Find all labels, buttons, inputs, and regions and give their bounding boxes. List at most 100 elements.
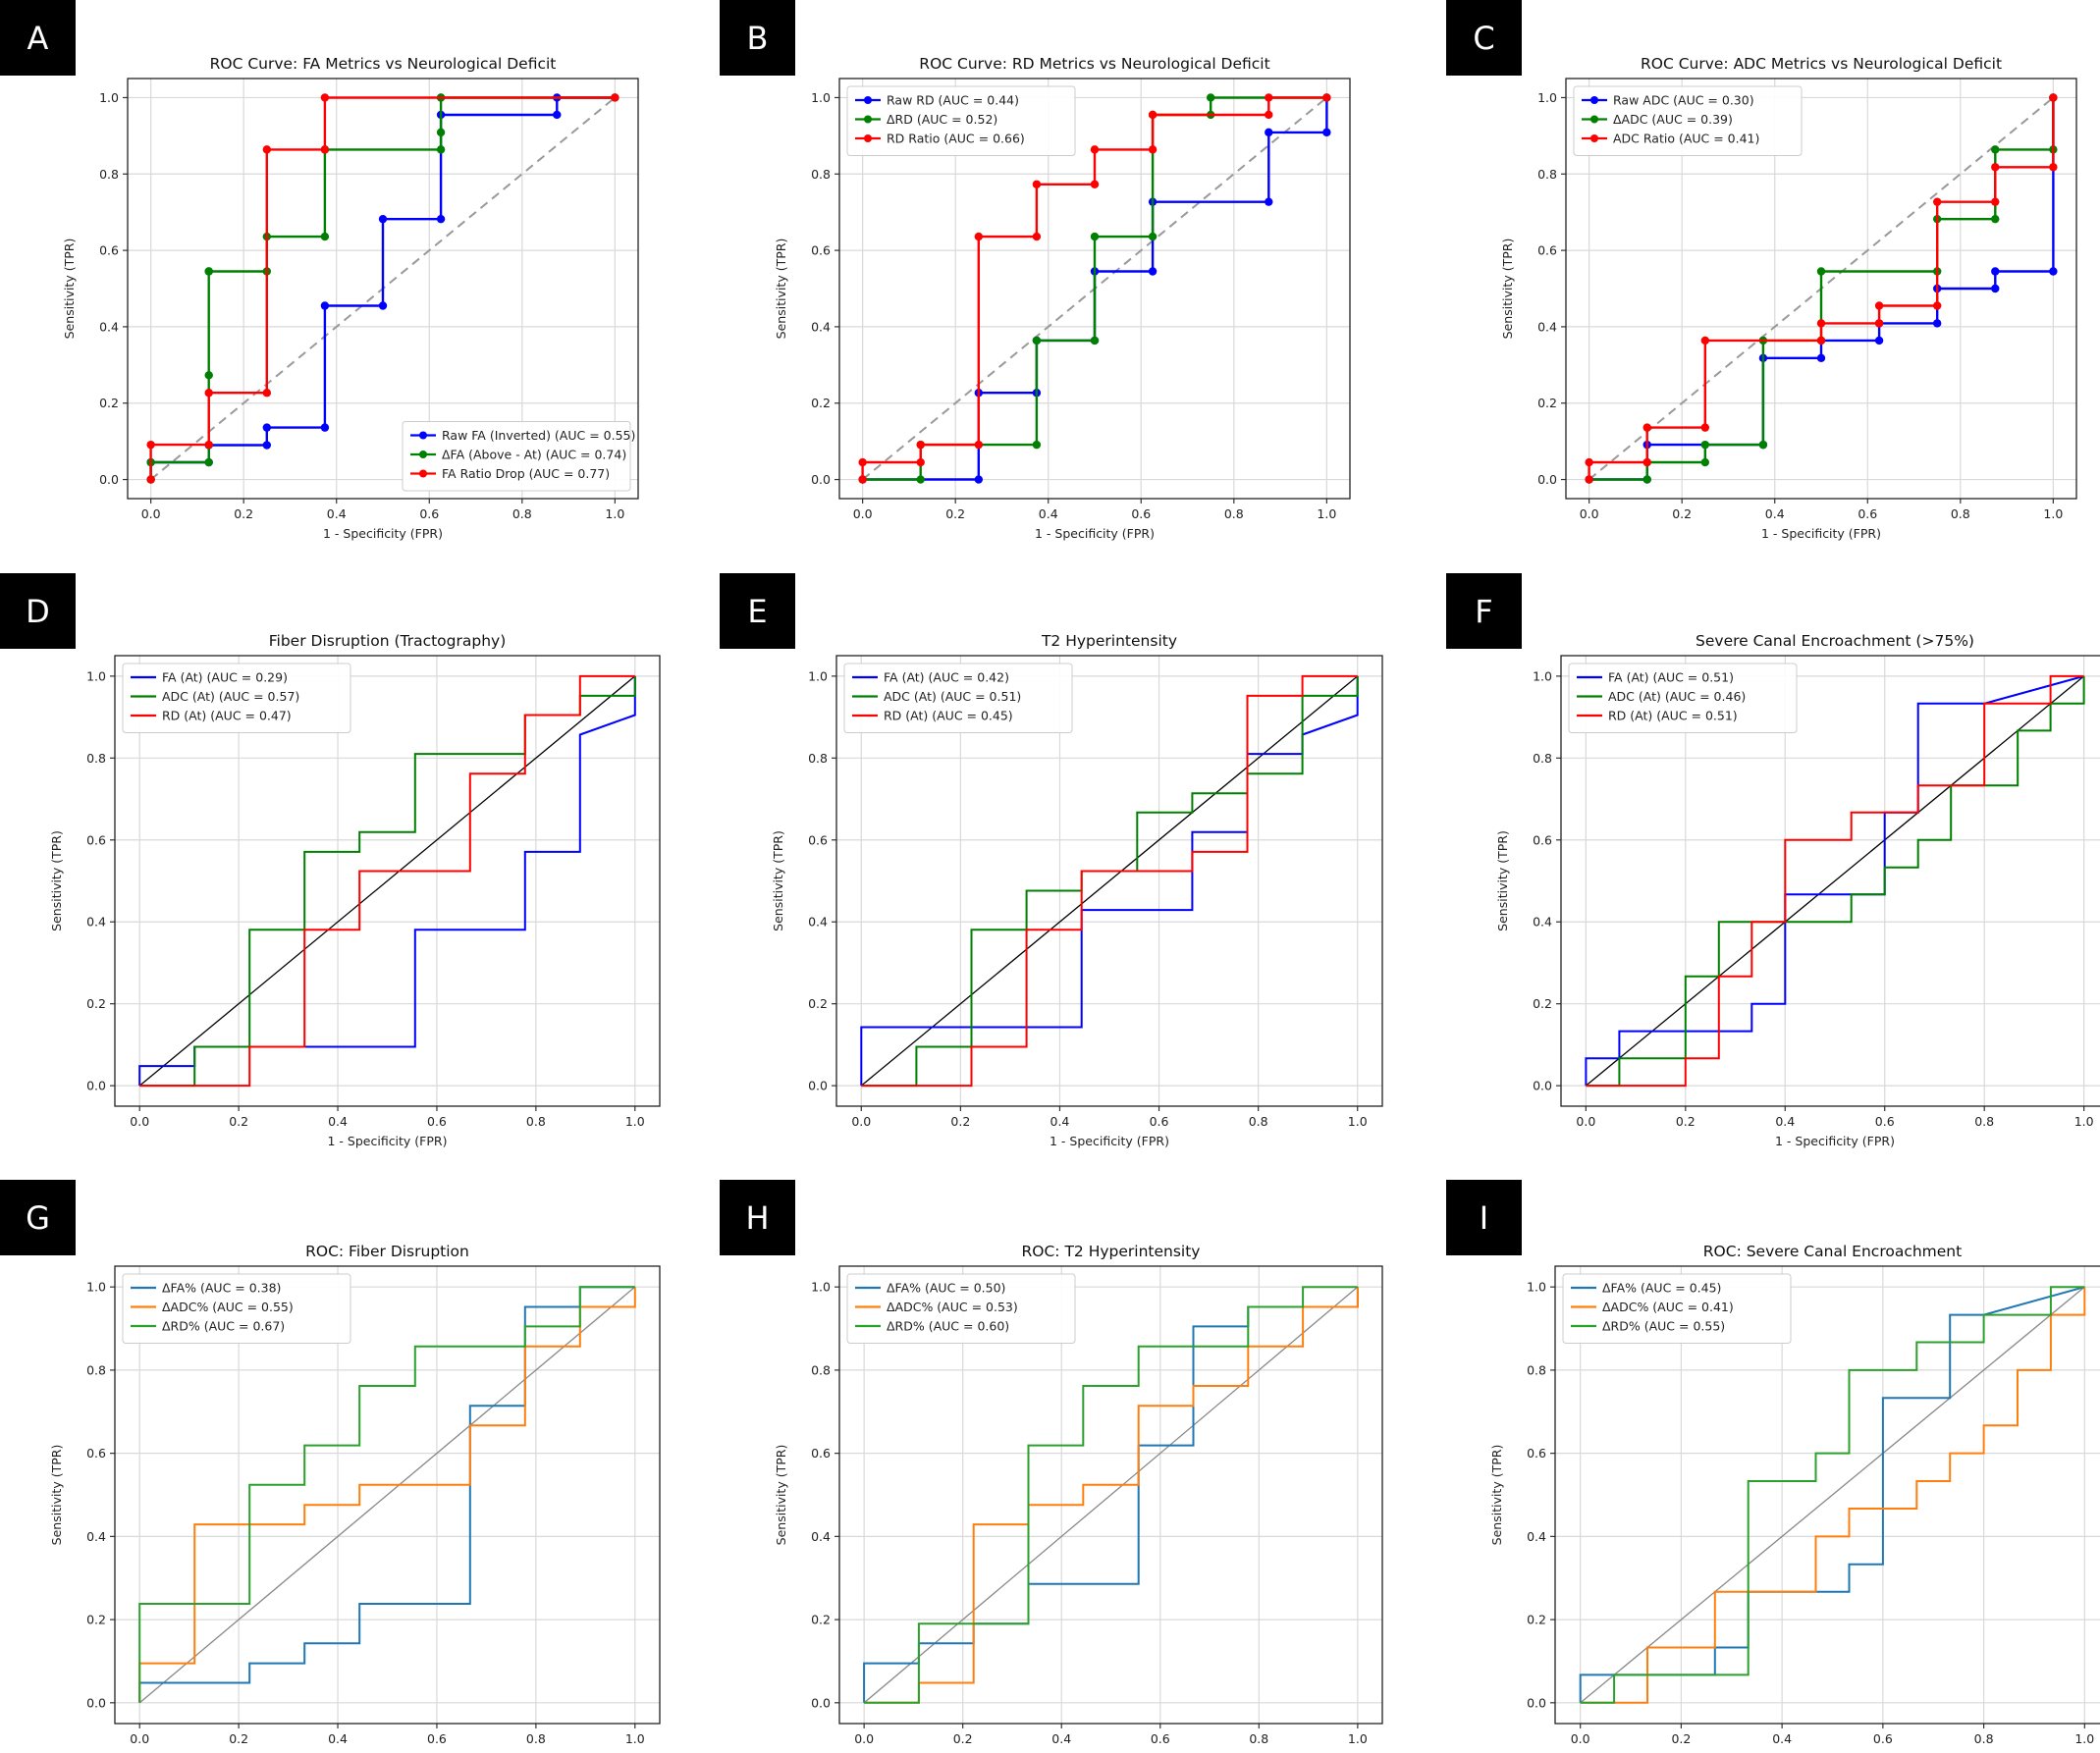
data-point [1700, 336, 1710, 345]
data-point [204, 440, 213, 450]
x-axis-label: 1 - Specificity (FPR) [328, 1134, 448, 1148]
x-tick-label: 1.0 [625, 1731, 645, 1746]
chance-diagonal [860, 675, 1359, 1087]
panel-d: D 0.0 0.2 0.4 0.6 0.8 1.0 0.0 0.2 0.4 0.6 0.8 1.0 Fib… [0, 573, 661, 1148]
x-tick-label: 0.8 [1249, 1731, 1268, 1746]
y-axis-label: Sensitivity (TPR) [774, 1445, 788, 1546]
y-tick-label: 0.4 [811, 1529, 831, 1544]
data-point [320, 145, 330, 154]
x-tick-label: 1.0 [2074, 1731, 2094, 1746]
x-tick-label: 0.0 [1576, 1114, 1595, 1129]
data-point [378, 301, 388, 310]
y-tick-label: 1.0 [811, 90, 831, 105]
x-tick-label: 0.0 [141, 506, 161, 521]
x-tick-label: 0.0 [130, 1114, 149, 1129]
x-tick-label: 0.2 [234, 506, 253, 521]
y-tick-label: 0.0 [1533, 1079, 1552, 1093]
data-point [1585, 475, 1593, 484]
data-point [262, 441, 272, 450]
y-tick-label: 1.0 [86, 668, 106, 683]
x-tick-label: 0.6 [1873, 1731, 1893, 1746]
data-point [974, 440, 984, 450]
x-tick-label: 0.2 [229, 1731, 248, 1746]
x-tick-label: 0.0 [1571, 1731, 1590, 1746]
y-tick-label: 1.0 [86, 1280, 106, 1295]
y-tick-label: 0.4 [1527, 1529, 1546, 1544]
legend-box [402, 421, 631, 492]
legend-label: Raw RD (AUC = 0.44) [887, 93, 1019, 108]
x-tick-label: 0.6 [1875, 1114, 1895, 1129]
data-point [320, 93, 330, 102]
chart-title: ROC: Fiber Disruption [305, 1243, 469, 1260]
data-point [2049, 267, 2058, 276]
legend-marker [1590, 115, 1598, 124]
y-tick-label: 0.4 [808, 915, 828, 930]
y-tick-label: 0.2 [1533, 996, 1552, 1011]
data-point [1642, 457, 1651, 467]
data-point [1322, 128, 1331, 137]
data-point [1090, 180, 1100, 188]
y-tick-label: 0.2 [86, 1613, 106, 1627]
data-point [1816, 267, 1826, 276]
legend: ΔFA% (AUC = 0.45) ΔADC% (AUC = 0.41) ΔRD% … [1562, 1273, 1792, 1344]
panel-i: I 0.0 0.2 0.4 0.6 0.8 1.0 0.0 0.2 0.4 0.6 0.8 1.0 ROC… [1446, 1180, 2100, 1753]
data-point [1265, 93, 1273, 102]
series-line-2 [1580, 1287, 2086, 1704]
data-point [1322, 93, 1331, 102]
data-point [1932, 197, 1942, 206]
y-tick-label: 0.0 [1537, 472, 1557, 487]
data-point [1700, 423, 1710, 432]
panel-badge [720, 573, 795, 649]
x-tick-label: 0.2 [945, 506, 965, 521]
series-line-1 [860, 675, 1359, 1087]
x-tick-label: 0.2 [1671, 1731, 1691, 1746]
y-tick-label: 0.8 [1527, 1362, 1546, 1377]
data-point [1816, 353, 1826, 363]
y-tick-label: 0.0 [811, 472, 831, 487]
panel-a: A 0.0 0.2 0.4 0.6 0.8 1.0 0.0 0.2 0.4 0.6 0.8 1.0 ROC… [0, 0, 639, 541]
y-tick-label: 0.8 [808, 751, 828, 766]
x-tick-label: 1.0 [605, 506, 624, 521]
x-tick-label: 0.6 [1858, 506, 1877, 521]
x-tick-label: 0.0 [854, 1731, 874, 1746]
x-tick-label: 0.8 [1974, 1114, 1994, 1129]
legend-label: RD (At) (AUC = 0.47) [162, 709, 292, 723]
series-line-3 [139, 674, 635, 1088]
data-point [1700, 457, 1710, 467]
data-point [1874, 336, 1884, 345]
x-tick-label: 0.4 [328, 1731, 348, 1746]
data-point [1148, 110, 1158, 120]
panel-letter: B [747, 20, 769, 57]
data-point [1148, 145, 1158, 154]
panel-badge [1446, 0, 1522, 76]
axes-frame [127, 78, 639, 500]
x-tick-label: 0.0 [130, 1731, 149, 1746]
data-point [858, 475, 867, 484]
y-tick-label: 1.0 [1537, 90, 1557, 105]
chart-title: ROC Curve: RD Metrics vs Neurological De… [919, 55, 1269, 73]
legend-box [843, 663, 1073, 733]
data-point [858, 457, 867, 467]
y-axis-label: Sensitivity (TPR) [1489, 1445, 1504, 1546]
data-point [1932, 301, 1942, 310]
y-tick-label: 0.8 [86, 751, 106, 766]
x-tick-label: 0.4 [1772, 1731, 1792, 1746]
x-tick-label: 0.8 [512, 506, 532, 521]
data-point [974, 475, 984, 484]
data-point [1642, 475, 1651, 484]
y-axis-label: Sensitivity (TPR) [774, 239, 788, 340]
legend-label: Raw ADC (AUC = 0.30) [1613, 93, 1754, 108]
y-tick-label: 1.0 [811, 1280, 831, 1295]
chart-title: ROC Curve: ADC Metrics vs Neurological D… [1641, 55, 2002, 73]
panel-letter: A [27, 20, 49, 57]
series-line-3 [138, 1286, 635, 1703]
panel-c: C 0.0 0.2 0.4 0.6 0.8 1.0 0.0 0.2 0.4 0.6 0.8 1.0 ROC… [1446, 0, 2077, 541]
y-tick-label: 0.8 [99, 167, 119, 182]
data-point [611, 93, 619, 102]
data-point [1032, 336, 1042, 345]
legend-label: ΔADC% (AUC = 0.53) [887, 1300, 1018, 1314]
x-tick-label: 1.0 [2043, 506, 2063, 521]
y-tick-label: 0.6 [1527, 1446, 1546, 1461]
y-tick-label: 0.0 [1527, 1695, 1546, 1710]
